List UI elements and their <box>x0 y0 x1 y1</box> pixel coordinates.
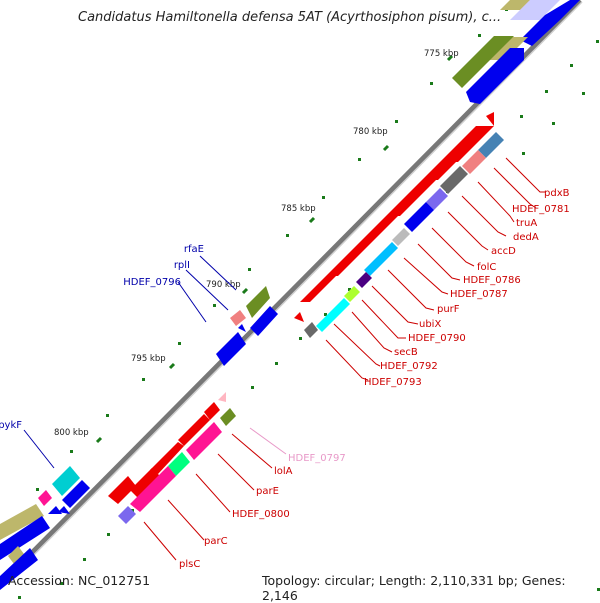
gene-lolA <box>220 408 236 426</box>
gene-block <box>466 48 524 104</box>
gene-label-hdef_0787: HDEF_0787 <box>450 289 508 300</box>
gene-folC <box>404 202 434 232</box>
gene-block <box>326 256 358 276</box>
gene-dedA <box>440 166 468 194</box>
gene-block <box>386 198 418 216</box>
gene-block <box>130 468 160 498</box>
gene-label-deda: dedA <box>513 232 539 243</box>
gene-pykF <box>52 466 80 496</box>
gene-truA <box>462 150 486 174</box>
tick-label: 785 kbp <box>281 204 316 214</box>
genes-top <box>452 0 580 104</box>
gene-label-rfae: rfaE <box>184 244 204 255</box>
map-title: Candidatus Hamiltonella defensa 5AT (Acy… <box>78 10 502 25</box>
gene-block <box>510 0 560 20</box>
gene-HDEF_0790 <box>316 298 350 332</box>
gene-HDEF_0781 <box>478 132 504 158</box>
gene-rfaE <box>246 286 270 318</box>
gene-label-accd: accD <box>491 246 516 257</box>
gene-block <box>0 548 38 590</box>
gene-HDEF_0793 <box>304 322 318 338</box>
gene-label-hdef_0792: HDEF_0792 <box>380 361 438 372</box>
gene-block <box>38 490 52 506</box>
gene-label-parc: parC <box>204 536 228 547</box>
tick-label: 800 kbp <box>54 428 89 438</box>
tick-marks <box>95 54 454 444</box>
gene-label-hdef_0786: HDEF_0786 <box>463 275 521 286</box>
gene-label-pykf: pykF <box>0 420 22 431</box>
label-leaders <box>23 157 546 561</box>
gene-block <box>58 506 70 514</box>
gene-block <box>294 312 304 322</box>
gene-block <box>300 276 336 302</box>
accession-label: Accession: NC_012751 <box>8 573 151 588</box>
gene-block <box>422 162 456 180</box>
gene-label-pdxb: pdxB <box>544 188 570 199</box>
gene-label-hdef_0797: HDEF_0797 <box>288 453 346 464</box>
gene-label-hdef_0790: HDEF_0790 <box>408 333 466 344</box>
gene-block <box>8 546 24 564</box>
genes-plus-strand <box>216 286 278 366</box>
gene-label-trua: truA <box>516 218 537 229</box>
gene-label-secb: secB <box>394 347 418 358</box>
gene-label-ubix: ubiX <box>419 319 441 330</box>
topology-label: Topology: circular; Length: 2,110,331 bp… <box>262 573 566 603</box>
gene-block <box>178 414 210 446</box>
gene-label-hdef_0781: HDEF_0781 <box>512 204 570 215</box>
gene-block <box>440 144 476 162</box>
gene-HDEF_0800 <box>168 452 190 476</box>
gene-purF <box>356 272 372 288</box>
gene-block <box>520 0 580 46</box>
gene-HDEF_0797 <box>218 392 226 402</box>
genes-lower-plus <box>0 466 90 590</box>
gene-parC <box>130 466 176 512</box>
gene-label-hdef_0800: HDEF_0800 <box>232 509 290 520</box>
gene-block <box>150 442 184 474</box>
gene-block <box>452 36 514 88</box>
tick-label: 775 kbp <box>424 49 459 59</box>
gene-plsC <box>118 506 136 524</box>
gene-block <box>404 180 436 198</box>
gene-block <box>62 480 90 508</box>
gene-label-rpli: rplI <box>174 260 190 271</box>
genes-minus-strand <box>294 112 504 338</box>
gene-label-folc: folC <box>477 262 496 273</box>
gene-HDEF_0796 <box>216 332 246 366</box>
gene-block <box>0 516 50 560</box>
gene-block <box>346 236 378 256</box>
gene-label-purf: purF <box>437 304 460 315</box>
gene-labels: pdxB HDEF_0781 truA dedA accD folC HDEF_0786 HD… <box>0 188 570 570</box>
gene-label-hdef_0796: HDEF_0796 <box>123 277 181 288</box>
genes-lower-minus <box>108 392 236 524</box>
gene-rplI <box>230 310 246 326</box>
gene-block <box>48 506 62 514</box>
gene-parE <box>186 422 222 460</box>
gene-block <box>238 324 246 332</box>
tick-label: 780 kbp <box>353 127 388 137</box>
gene-HDEF_0787 <box>364 242 398 276</box>
genome-backbone-highlight <box>1 1 583 588</box>
gene-accD <box>426 188 448 210</box>
gene-label-pare: parE <box>256 486 279 497</box>
gene-block <box>108 476 136 504</box>
gene-label-hdef_0793: HDEF_0793 <box>364 377 422 388</box>
gc-dots <box>4 8 600 599</box>
gene-HDEF_0786 <box>392 228 410 246</box>
gene-ubiX <box>344 286 360 302</box>
gene-block <box>366 216 398 236</box>
tick-label: 790 kbp <box>206 280 241 290</box>
gene-label-plsc: plsC <box>179 559 200 570</box>
gene-block <box>204 402 220 420</box>
gene-block <box>458 126 494 144</box>
tick-labels: 775 kbp 780 kbp 785 kbp 790 kbp 795 kbp 800 k… <box>54 49 459 438</box>
gene-label-lola: lolA <box>274 466 293 477</box>
gene-block <box>250 306 278 336</box>
gene-pdxB <box>486 112 494 126</box>
tick-label: 795 kbp <box>131 354 166 364</box>
gene-block <box>0 504 44 540</box>
